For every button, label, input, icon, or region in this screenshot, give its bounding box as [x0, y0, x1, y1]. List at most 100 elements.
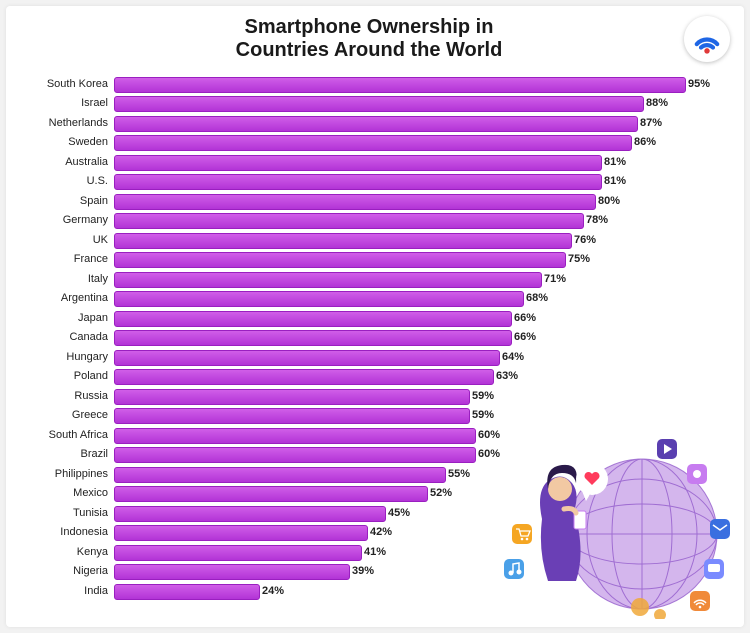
- value-label: 55%: [448, 468, 470, 480]
- bar-row: Germany78%: [24, 211, 714, 231]
- category-label: Hungary: [24, 351, 114, 363]
- category-label: U.S.: [24, 175, 114, 187]
- bar-row: South Korea95%: [24, 74, 714, 94]
- value-label: 42%: [370, 526, 392, 538]
- value-label: 80%: [598, 195, 620, 207]
- bar-track: 59%: [114, 408, 714, 422]
- category-label: Israel: [24, 97, 114, 109]
- bar-track: 71%: [114, 272, 714, 286]
- bar-track: 52%: [114, 486, 714, 500]
- value-label: 39%: [352, 565, 374, 577]
- value-label: 76%: [574, 234, 596, 246]
- bar-chart: South Korea95%Israel88%Netherlands87%Swe…: [24, 74, 714, 601]
- value-label: 45%: [388, 507, 410, 519]
- bar-track: 60%: [114, 428, 714, 442]
- bar-track: 63%: [114, 369, 714, 383]
- brand-logo-badge: [684, 16, 730, 62]
- category-label: Poland: [24, 370, 114, 382]
- bar-track: 88%: [114, 96, 714, 110]
- bar-track: 59%: [114, 389, 714, 403]
- category-label: Netherlands: [24, 117, 114, 129]
- bar: [114, 96, 644, 112]
- category-label: Spain: [24, 195, 114, 207]
- category-label: France: [24, 253, 114, 265]
- value-label: 86%: [634, 136, 656, 148]
- bar-row: Argentina68%: [24, 289, 714, 309]
- bar-track: 87%: [114, 116, 714, 130]
- value-label: 66%: [514, 331, 536, 343]
- value-label: 63%: [496, 370, 518, 382]
- value-label: 64%: [502, 351, 524, 363]
- bar-track: 95%: [114, 77, 714, 91]
- bar: [114, 389, 470, 405]
- bar-track: 80%: [114, 194, 714, 208]
- category-label: India: [24, 585, 114, 597]
- bar-track: 55%: [114, 467, 714, 481]
- value-label: 60%: [478, 448, 500, 460]
- bar-track: 39%: [114, 564, 714, 578]
- bar: [114, 525, 368, 541]
- bar-row: Australia 81%: [24, 152, 714, 172]
- value-label: 24%: [262, 585, 284, 597]
- bar-track: 86%: [114, 135, 714, 149]
- value-label: 41%: [364, 546, 386, 558]
- bar-row: UK 76%: [24, 230, 714, 250]
- category-label: Mexico: [24, 487, 114, 499]
- bar-row: U.S. 81%: [24, 172, 714, 192]
- chart-title: Smartphone Ownership in Countries Around…: [24, 16, 714, 62]
- bar-track: 66%: [114, 330, 714, 344]
- value-label: 88%: [646, 97, 668, 109]
- title-line-1: Smartphone Ownership in: [245, 16, 494, 38]
- category-label: Indonesia: [24, 526, 114, 538]
- bar: [114, 408, 470, 424]
- bar-track: 41%: [114, 545, 714, 559]
- bar-row: Netherlands87%: [24, 113, 714, 133]
- bar: [114, 174, 602, 190]
- bar: [114, 116, 638, 132]
- category-label: Tunisia: [24, 507, 114, 519]
- bar: [114, 584, 260, 600]
- category-label: UK: [24, 234, 114, 246]
- category-label: Russia: [24, 390, 114, 402]
- value-label: 81%: [604, 175, 626, 187]
- value-label: 68%: [526, 292, 548, 304]
- bar: [114, 311, 512, 327]
- value-label: 81%: [604, 156, 626, 168]
- bar: [114, 564, 350, 580]
- category-label: Nigeria: [24, 565, 114, 577]
- category-label: South Africa: [24, 429, 114, 441]
- value-label: 66%: [514, 312, 536, 324]
- bar: [114, 486, 428, 502]
- bar-track: 64%: [114, 350, 714, 364]
- bar-track: 68%: [114, 291, 714, 305]
- bar-track: 60%: [114, 447, 714, 461]
- wifi-logo-icon: [690, 22, 724, 56]
- bar-row: Russia59%: [24, 386, 714, 406]
- bar-row: Greece 59%: [24, 406, 714, 426]
- category-label: Australia: [24, 156, 114, 168]
- category-label: Japan: [24, 312, 114, 324]
- bar: [114, 194, 596, 210]
- bar: [114, 506, 386, 522]
- bar: [114, 272, 542, 288]
- bar-row: Canada66%: [24, 328, 714, 348]
- bar-row: France75%: [24, 250, 714, 270]
- value-label: 52%: [430, 487, 452, 499]
- bar-track: 76%: [114, 233, 714, 247]
- bar: [114, 291, 524, 307]
- category-label: Sweden: [24, 136, 114, 148]
- bar-row: Spain 80%: [24, 191, 714, 211]
- bar: [114, 447, 476, 463]
- bar-row: Hungary 64%: [24, 347, 714, 367]
- value-label: 78%: [586, 214, 608, 226]
- chart-card: Smartphone Ownership in Countries Around…: [6, 6, 744, 627]
- value-label: 59%: [472, 409, 494, 421]
- bar: [114, 428, 476, 444]
- bar-row: Poland 63%: [24, 367, 714, 387]
- bar: [114, 330, 512, 346]
- bar-row: Brazil 60%: [24, 445, 714, 465]
- bar: [114, 135, 632, 151]
- bar-track: 78%: [114, 213, 714, 227]
- category-label: Brazil: [24, 448, 114, 460]
- category-label: Greece: [24, 409, 114, 421]
